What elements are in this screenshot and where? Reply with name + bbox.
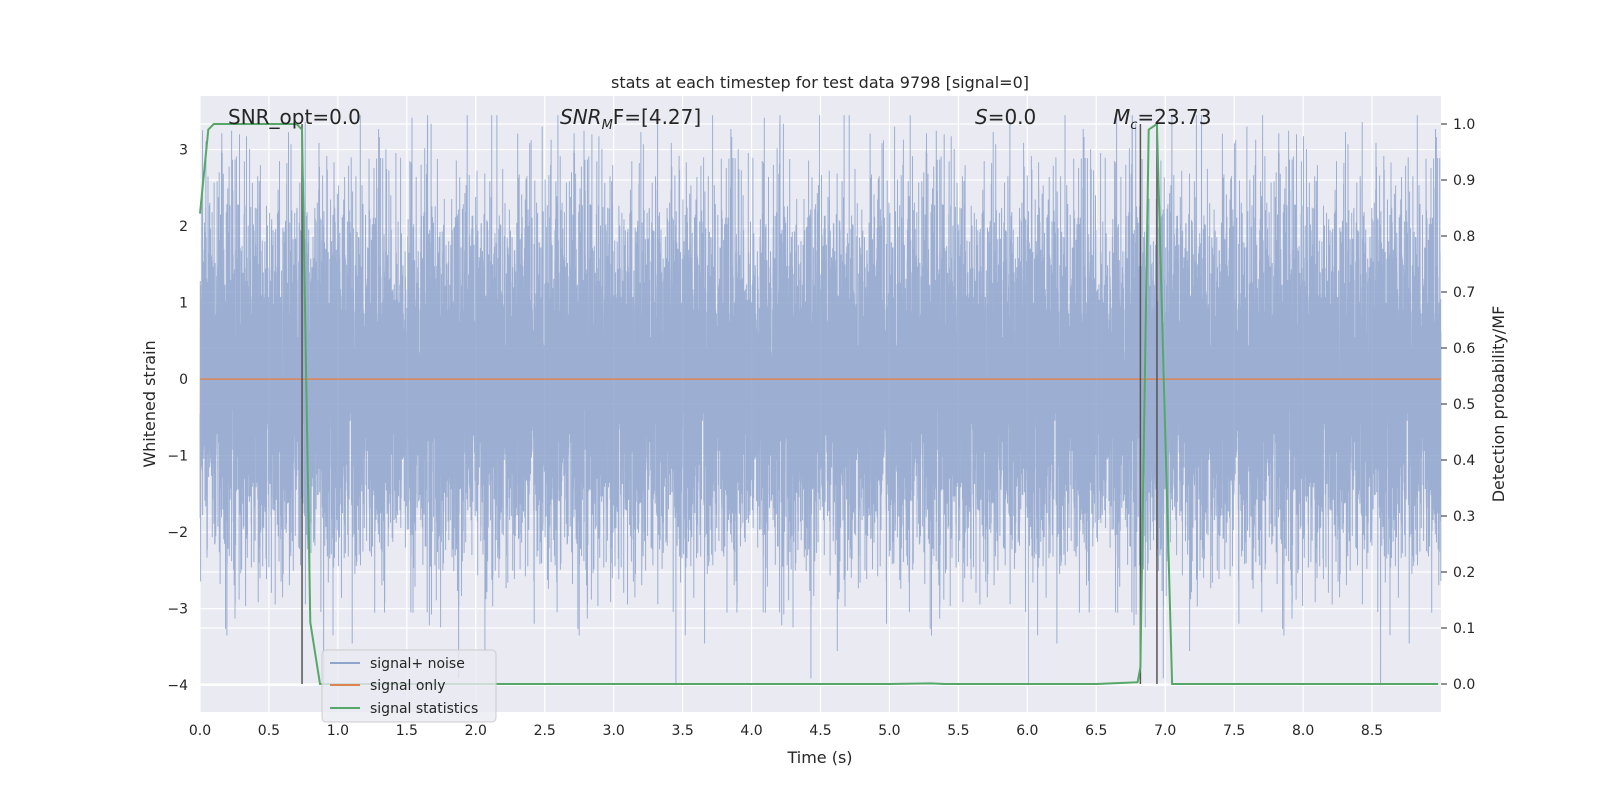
x-tick-label: 7.5 [1223,723,1245,739]
signal-statistics-series [199,122,1439,685]
signal-statistics-line [199,122,1439,685]
y-left-tick-label: −2 [167,525,188,541]
legend: signal+ noise signal only signal statist… [321,649,497,723]
annotation-snr-opt: SNR_opt=0.0 [228,105,361,129]
x-tick-label: 4.0 [740,723,762,739]
legend-label-noise: signal+ noise [370,656,465,672]
annotation-snr-mf: SNRMF=[4.27] [560,105,701,133]
x-tick-labels: 0.0 0.5 1.0 1.5 2.0 2.5 3.0 3.5 4.0 4.5 5.0 5.5 6.0 6… [189,723,1383,739]
y-right-axis-label: Detection probability/MF [1489,306,1508,503]
x-tick-label: 0.5 [258,723,280,739]
chart-title: stats at each timestep for test data 979… [611,73,1029,92]
y-left-tick-label: 0 [179,372,188,388]
x-tick-label: 7.0 [1154,723,1176,739]
vertical-markers [301,124,1158,684]
y-left-tick-labels: 3 2 1 0 −1 −2 −3 −4 [167,143,188,695]
x-axis-label: Time (s) [786,748,852,767]
y-left-tick-label: 2 [179,219,188,235]
legend-box [321,649,497,723]
noise-line [199,115,1442,686]
x-tick-label: 3.0 [603,723,625,739]
y-right-tick-label: 0.0 [1453,677,1475,693]
x-tick-label: 1.0 [327,723,349,739]
annotation-s-stat: S=0.0 [975,105,1036,129]
y-left-tick-label: −4 [167,678,188,694]
x-tick-label: 0.0 [189,723,211,739]
legend-label-stat: signal statistics [370,701,478,717]
y-right-tick-label: 0.5 [1453,397,1475,413]
x-tick-label: 5.5 [947,723,969,739]
y-right-tick-label: 0.3 [1453,509,1475,525]
y-right-tick-label: 0.2 [1453,565,1475,581]
y-right-tick-label: 0.7 [1453,285,1475,301]
y-right-tick-label: 0.1 [1453,621,1475,637]
y-right-tick-label: 0.8 [1453,229,1475,245]
y-left-tick-label: 3 [179,143,188,159]
y-left-tick-label: −1 [167,449,188,465]
signal-noise-series [199,115,1442,686]
x-tick-label: 2.0 [465,723,487,739]
y-left-tick-label: 1 [179,296,188,312]
annotation-mc: Mc=23.73 [1113,105,1211,133]
x-tick-label: 5.0 [878,723,900,739]
legend-label-signal: signal only [370,678,445,694]
x-tick-label: 8.5 [1361,723,1383,739]
y-left-axis-label: Whitened strain [140,340,159,467]
x-tick-label: 3.5 [671,723,693,739]
y-right-tick-label: 0.9 [1453,173,1475,189]
annotations: SNR_opt=0.0 SNRMF=[4.27] S=0.0 Mc=23.73 [228,105,1211,133]
y-right-tick-labels: 1.0 0.9 0.8 0.7 0.6 0.5 0.4 0.3 0.2 0.1 0.0 [1441,117,1475,693]
x-tick-label: 8.0 [1292,723,1314,739]
x-tick-label: 2.5 [534,723,556,739]
x-tick-label: 6.0 [1016,723,1038,739]
x-tick-label: 1.5 [396,723,418,739]
y-right-tick-label: 1.0 [1453,117,1475,133]
y-right-tick-label: 0.6 [1453,341,1475,357]
y-right-tick-label: 0.4 [1453,453,1475,469]
x-tick-label: 6.5 [1085,723,1107,739]
x-tick-label: 4.5 [809,723,831,739]
y-left-tick-label: −3 [167,602,188,618]
